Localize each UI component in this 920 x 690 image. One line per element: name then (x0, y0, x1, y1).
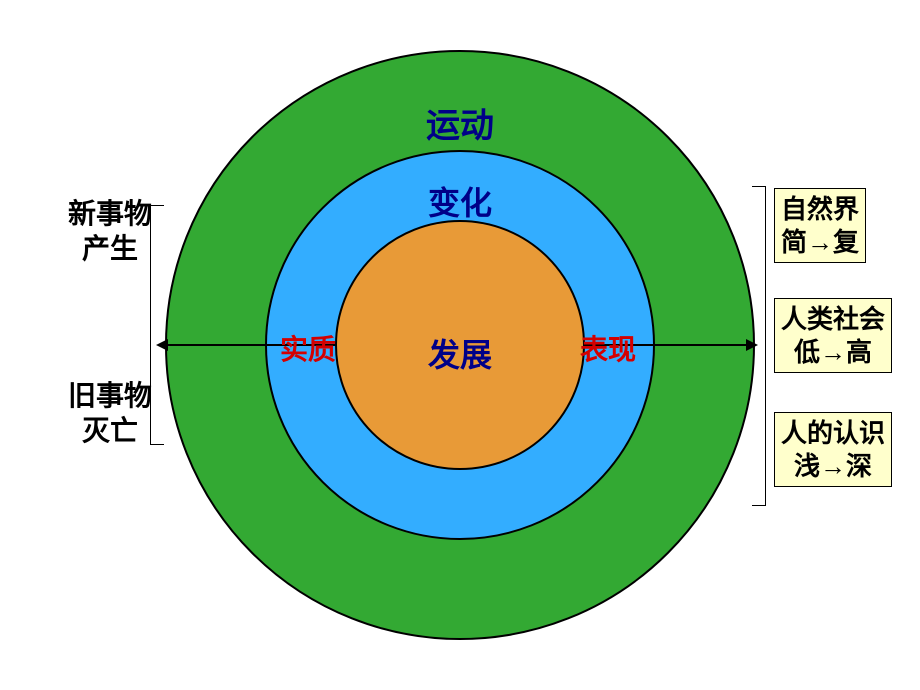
box3-line1: 人的认识 (781, 418, 885, 448)
left-top-label: 新事物 产生 (68, 196, 152, 266)
box-society: 人类社会 低→高 (774, 298, 892, 373)
box1-line2: 简→复 (781, 227, 859, 257)
box2-line2: 低→高 (794, 337, 872, 367)
box-nature: 自然界 简→复 (774, 188, 866, 263)
left-bottom-line1: 旧事物 (68, 380, 152, 411)
left-bottom-line2: 灭亡 (82, 415, 138, 446)
inner-ring-label: 发展 (380, 330, 540, 376)
left-bracket (150, 205, 164, 445)
middle-ring-label: 变化 (380, 178, 540, 224)
outer-ring-label: 运动 (380, 98, 540, 147)
box1-line1: 自然界 (781, 194, 859, 224)
box-cognition: 人的认识 浅→深 (774, 412, 892, 487)
left-top-line1: 新事物 (68, 198, 152, 229)
essence-label: 实质 (280, 328, 336, 368)
right-bracket (752, 186, 766, 506)
box3-line2: 浅→深 (794, 451, 872, 481)
manifestation-label: 表现 (580, 328, 636, 368)
box2-line1: 人类社会 (781, 304, 885, 334)
left-top-line2: 产生 (82, 233, 138, 264)
left-bottom-label: 旧事物 灭亡 (68, 378, 152, 448)
left-arrow-head (156, 339, 168, 351)
